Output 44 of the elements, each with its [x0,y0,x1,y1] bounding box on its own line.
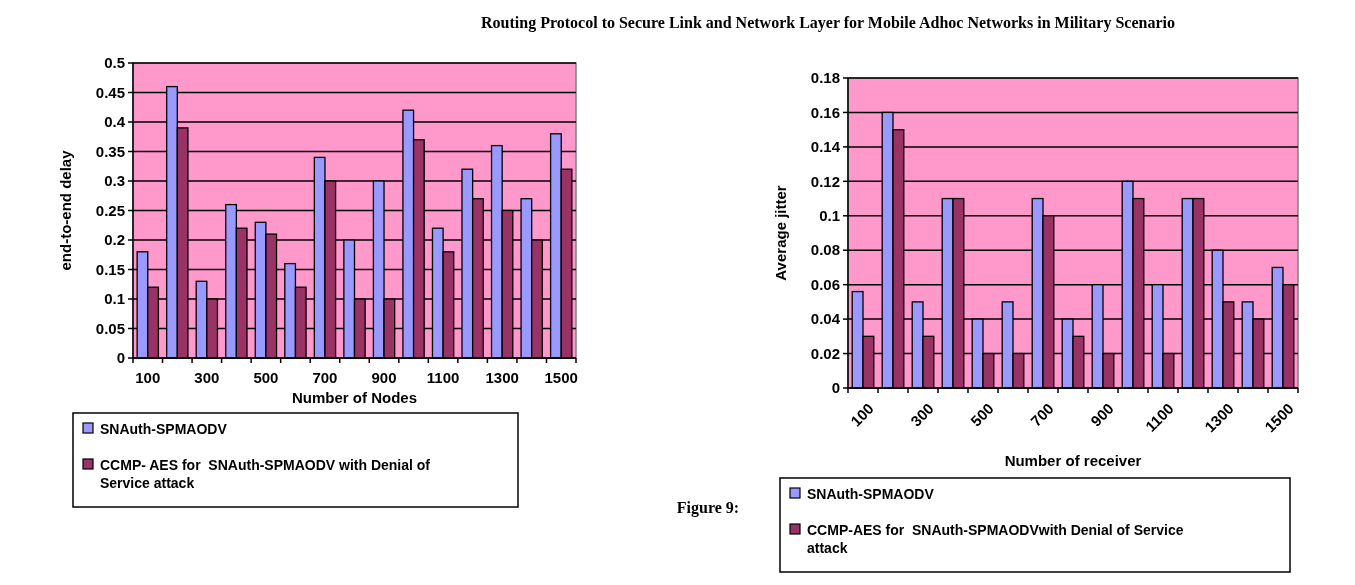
y-tick-label: 0.16 [810,103,840,121]
x-tick-label: 500 [253,369,279,386]
y-tick-label: 0.14 [810,138,841,156]
legend-label: CCMP-AES for SNAuth-SPMAODVwith Denial of Service attack [807,521,1184,556]
y-tick-label: 0.06 [810,275,840,293]
x-tick-label: 1300 [485,369,519,386]
y-tick-label: 0.1 [104,290,125,308]
y-axis-title: Average jitter [772,185,789,281]
y-tick-label: 0.35 [95,142,125,160]
y-tick-label: 0.02 [810,344,840,362]
y-tick-label: 0.4 [104,113,126,131]
text: Routing Protocol to Secure Link and Network Layer for Mobile Adhoc Networks in Military Scenario [481,14,1175,32]
caption: Figure 9: [676,499,740,517]
x-tick-label: 300 [194,369,220,386]
x-tick-label: 700 [1027,399,1057,430]
x-axis-title: Number of receiver [1004,452,1142,469]
y-axis-title: end-to-end delay [57,149,74,271]
x-axis-title: Number of Nodes [291,389,418,406]
y-tick-label: 0.08 [810,241,840,259]
legend-label: SNAuth-SPMAODV [100,420,228,437]
x-tick-label: 700 [312,369,338,386]
y-tick-label: 0 [831,379,840,397]
y-tick-label: 0.2 [104,231,125,249]
y-tick-label: 0.1 [819,207,840,225]
y-tick-label: 0.05 [95,319,125,337]
x-tick-label: 900 [1087,399,1117,430]
x-tick-label: 900 [371,369,397,386]
legend-label: CCMP- AES for SNAuth-SPMAODV with Denial of Service attack [100,456,431,491]
x-tick-label: 300 [907,399,937,430]
y-tick-label: 0.5 [104,54,125,72]
y-tick-label: 0 [116,349,125,367]
y-tick-label: 0.12 [810,172,840,190]
y-tick-label: 0.18 [810,69,840,87]
x-tick-label: 1100 [426,369,460,386]
y-tick-label: 0.3 [104,172,125,190]
y-tick-label: 0.15 [95,260,125,278]
y-tick-label: 0.45 [95,83,125,101]
x-tick-label: 500 [967,399,997,430]
y-tick-label: 0.25 [95,201,125,219]
x-tick-label: 100 [135,369,161,386]
x-tick-label: 100 [847,399,877,430]
legend-label: SNAuth-SPMAODV [807,485,935,502]
x-tick-label: 1500 [544,369,578,386]
y-tick-label: 0.04 [810,310,841,328]
